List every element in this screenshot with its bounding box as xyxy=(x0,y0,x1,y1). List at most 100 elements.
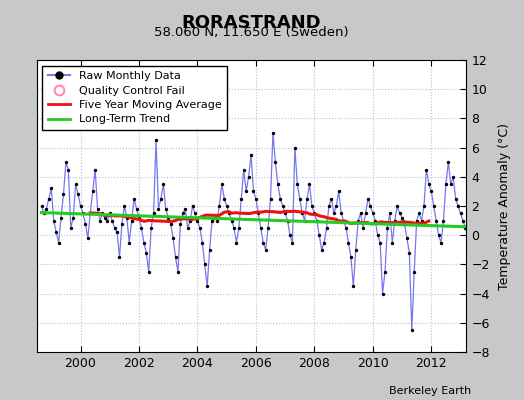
Point xyxy=(427,188,435,194)
Point xyxy=(186,218,194,224)
Point xyxy=(123,214,131,221)
Point xyxy=(171,254,180,260)
Point xyxy=(381,268,389,275)
Point xyxy=(86,210,94,216)
Point xyxy=(318,246,326,253)
Point xyxy=(169,235,177,241)
Point xyxy=(252,196,260,202)
Point xyxy=(101,214,109,221)
Point xyxy=(137,225,146,231)
Point xyxy=(359,225,367,231)
Point xyxy=(420,203,428,209)
Point xyxy=(396,210,404,216)
Point xyxy=(120,203,128,209)
Point xyxy=(145,268,153,275)
Point xyxy=(161,206,170,212)
Point xyxy=(313,218,321,224)
Point xyxy=(342,225,350,231)
Point xyxy=(473,203,482,209)
Point xyxy=(244,174,253,180)
Point xyxy=(458,218,467,224)
Point xyxy=(154,206,162,212)
Point xyxy=(279,203,287,209)
Point xyxy=(99,210,107,216)
Point xyxy=(300,218,309,224)
Point xyxy=(62,159,70,166)
Point xyxy=(257,225,265,231)
Point xyxy=(89,188,97,194)
Point xyxy=(349,283,357,290)
Point xyxy=(176,220,184,227)
Point xyxy=(352,246,360,253)
Point xyxy=(247,152,255,158)
Point xyxy=(430,203,438,209)
Point xyxy=(142,250,150,256)
Point xyxy=(276,196,285,202)
Legend: Raw Monthly Data, Quality Control Fail, Five Year Moving Average, Long-Term Tren: Raw Monthly Data, Quality Control Fail, … xyxy=(42,66,227,130)
Point xyxy=(449,174,457,180)
Point xyxy=(210,214,219,221)
Point xyxy=(303,196,311,202)
Point xyxy=(320,239,329,246)
Point xyxy=(344,239,353,246)
Point xyxy=(167,220,175,227)
Point xyxy=(310,210,319,216)
Point xyxy=(191,210,199,216)
Point xyxy=(456,210,465,216)
Point xyxy=(203,283,211,290)
Point xyxy=(439,218,447,224)
Point xyxy=(325,203,333,209)
Point xyxy=(386,210,394,216)
Point xyxy=(133,206,141,212)
Point xyxy=(195,225,204,231)
Point xyxy=(225,210,233,216)
Point xyxy=(442,181,450,187)
Point xyxy=(40,210,48,216)
Point xyxy=(71,181,80,187)
Point xyxy=(164,214,172,221)
Point xyxy=(77,203,85,209)
Point xyxy=(227,218,236,224)
Point xyxy=(434,232,443,238)
Point xyxy=(296,196,304,202)
Point xyxy=(201,261,209,268)
Point xyxy=(410,268,419,275)
Point xyxy=(159,181,168,187)
Point xyxy=(332,203,341,209)
Point xyxy=(113,229,121,236)
Point xyxy=(189,203,197,209)
Point xyxy=(261,246,270,253)
Point xyxy=(74,191,82,198)
Point xyxy=(288,239,297,246)
Point xyxy=(376,239,384,246)
Point xyxy=(468,218,477,224)
Point xyxy=(215,203,224,209)
Point xyxy=(96,218,104,224)
Point xyxy=(417,218,425,224)
Point xyxy=(405,250,413,256)
Point xyxy=(446,181,455,187)
Point xyxy=(271,159,280,166)
Point xyxy=(327,196,335,202)
Point xyxy=(118,220,126,227)
Point xyxy=(398,214,406,221)
Point xyxy=(183,225,192,231)
Point xyxy=(115,254,124,260)
Point xyxy=(130,196,138,202)
Point xyxy=(239,166,248,173)
Point xyxy=(412,218,421,224)
Point xyxy=(362,210,370,216)
Point xyxy=(84,235,92,241)
Point xyxy=(322,225,331,231)
Point xyxy=(305,181,314,187)
Point xyxy=(242,188,250,194)
Point xyxy=(57,214,65,221)
Point xyxy=(69,214,78,221)
Point xyxy=(432,218,440,224)
Point xyxy=(308,203,316,209)
Point xyxy=(47,185,56,192)
Point xyxy=(366,203,375,209)
Point xyxy=(415,210,423,216)
Point xyxy=(340,218,348,224)
Point xyxy=(437,239,445,246)
